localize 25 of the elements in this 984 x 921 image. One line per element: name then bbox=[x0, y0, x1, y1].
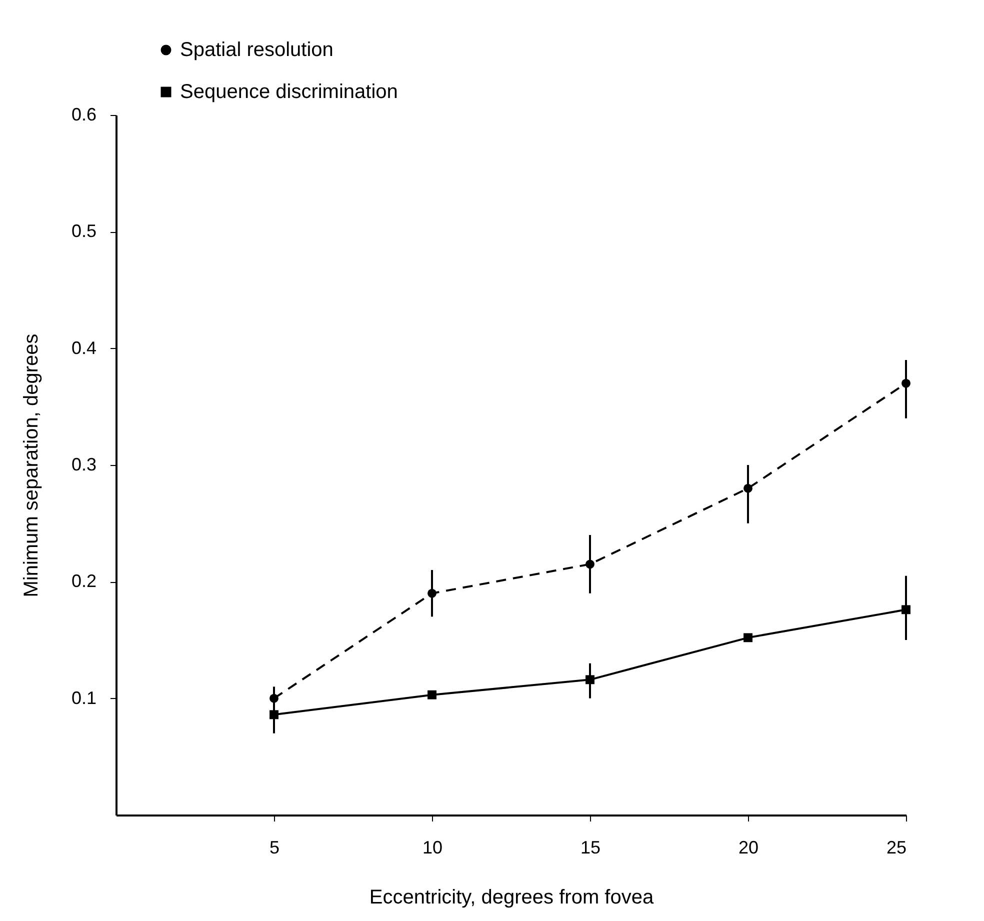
x-tick-label: 15 bbox=[580, 838, 601, 858]
y-tick-label: 0.2 bbox=[71, 571, 96, 592]
point bbox=[902, 378, 910, 388]
point bbox=[270, 710, 278, 720]
point bbox=[586, 560, 594, 569]
point bbox=[744, 484, 752, 493]
x-tick-label: 5 bbox=[269, 838, 280, 858]
point bbox=[902, 605, 910, 614]
y-tick-label: 0.3 bbox=[71, 454, 96, 474]
point bbox=[428, 588, 436, 598]
legend-label: Spatial resolution bbox=[180, 39, 334, 61]
y-tick-label: 0.1 bbox=[71, 688, 96, 708]
x-tick-label: 10 bbox=[422, 838, 443, 858]
y-tick-label: 0.4 bbox=[71, 338, 96, 358]
point bbox=[270, 694, 278, 703]
point bbox=[586, 675, 594, 684]
y-axis-title: Minimum separation, degrees bbox=[20, 334, 42, 598]
x-tick-label: 20 bbox=[738, 838, 759, 858]
legend-label: Sequence discrimination bbox=[180, 81, 398, 103]
x-axis-title: Eccentricity, degrees from fovea bbox=[369, 886, 654, 908]
point bbox=[744, 633, 752, 642]
y-tick-label: 0.5 bbox=[71, 221, 96, 242]
y-tick-label: 0.6 bbox=[71, 104, 96, 124]
point bbox=[428, 690, 436, 700]
x-tick-label: 25 bbox=[886, 838, 906, 858]
